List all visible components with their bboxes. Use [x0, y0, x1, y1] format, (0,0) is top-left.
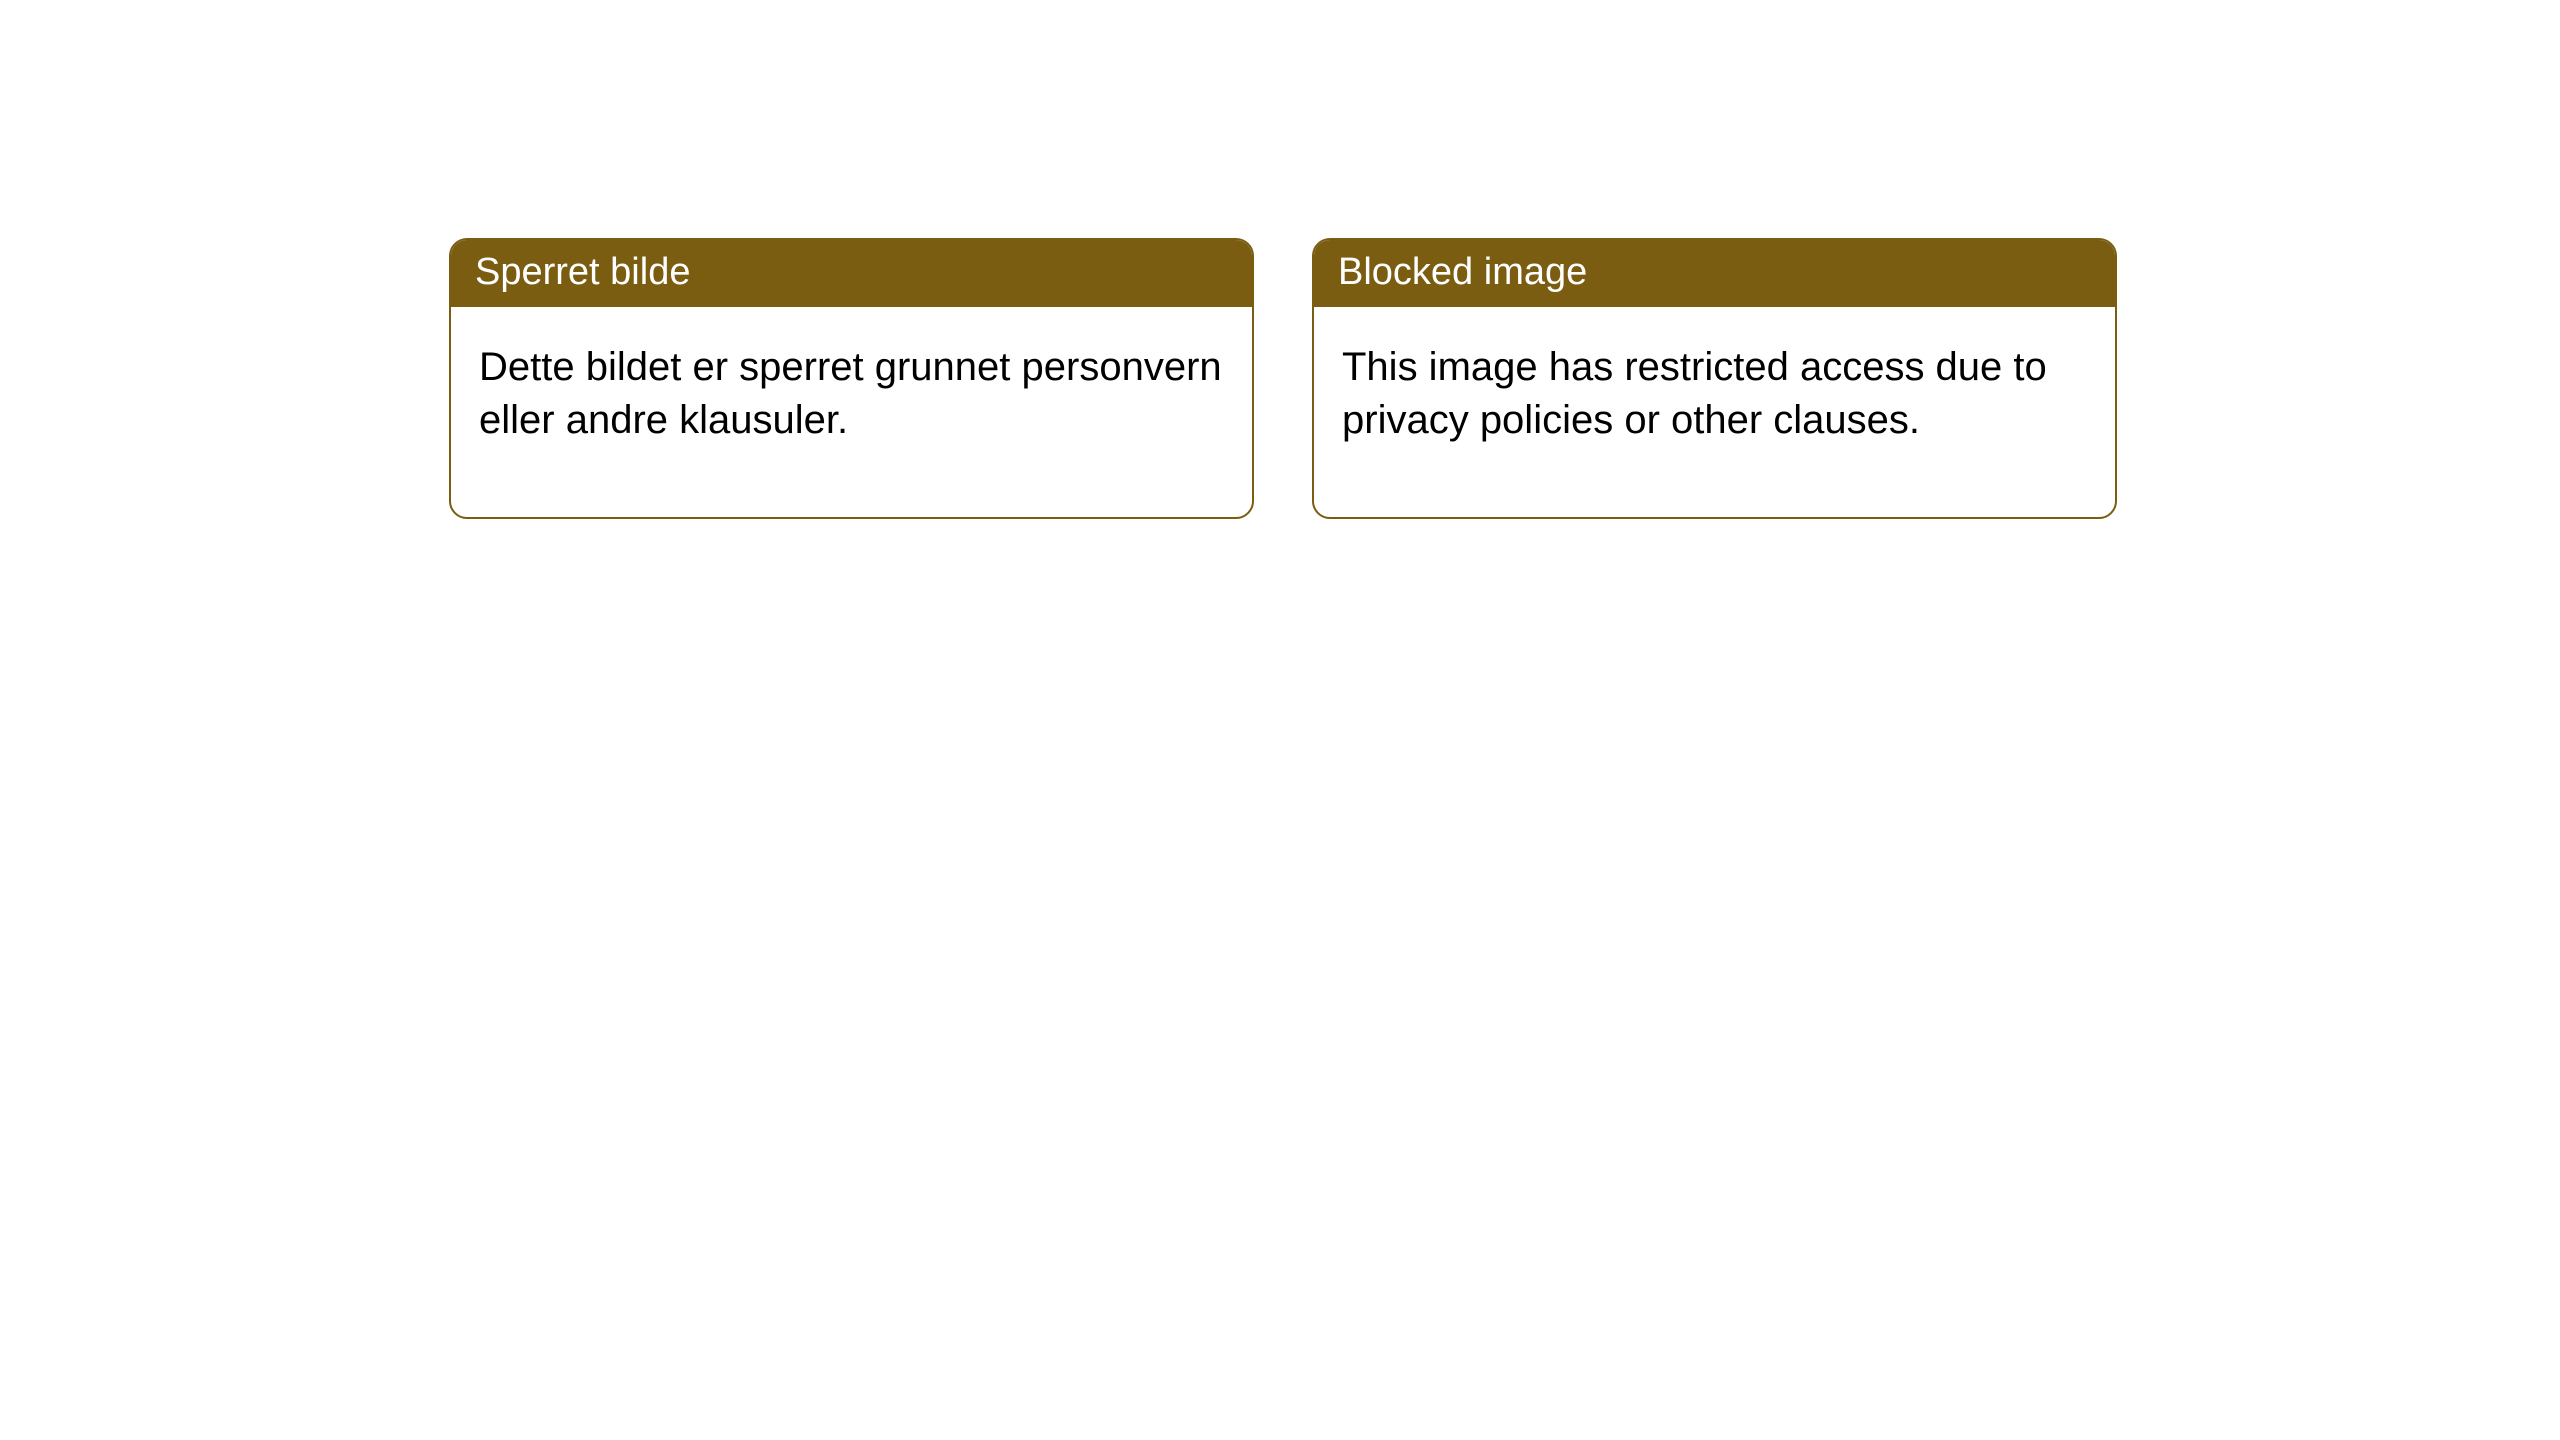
card-body-en: This image has restricted access due to …	[1314, 307, 2115, 517]
blocked-image-card-no: Sperret bilde Dette bildet er sperret gr…	[449, 238, 1254, 519]
blocked-image-card-en: Blocked image This image has restricted …	[1312, 238, 2117, 519]
card-title-no: Sperret bilde	[475, 251, 690, 293]
card-header-no: Sperret bilde	[451, 240, 1252, 307]
card-body-no: Dette bildet er sperret grunnet personve…	[451, 307, 1252, 517]
card-title-en: Blocked image	[1338, 251, 1587, 293]
card-message-no: Dette bildet er sperret grunnet personve…	[479, 345, 1222, 442]
cards-container: Sperret bilde Dette bildet er sperret gr…	[0, 0, 2560, 519]
card-header-en: Blocked image	[1314, 240, 2115, 307]
card-message-en: This image has restricted access due to …	[1342, 345, 2047, 442]
